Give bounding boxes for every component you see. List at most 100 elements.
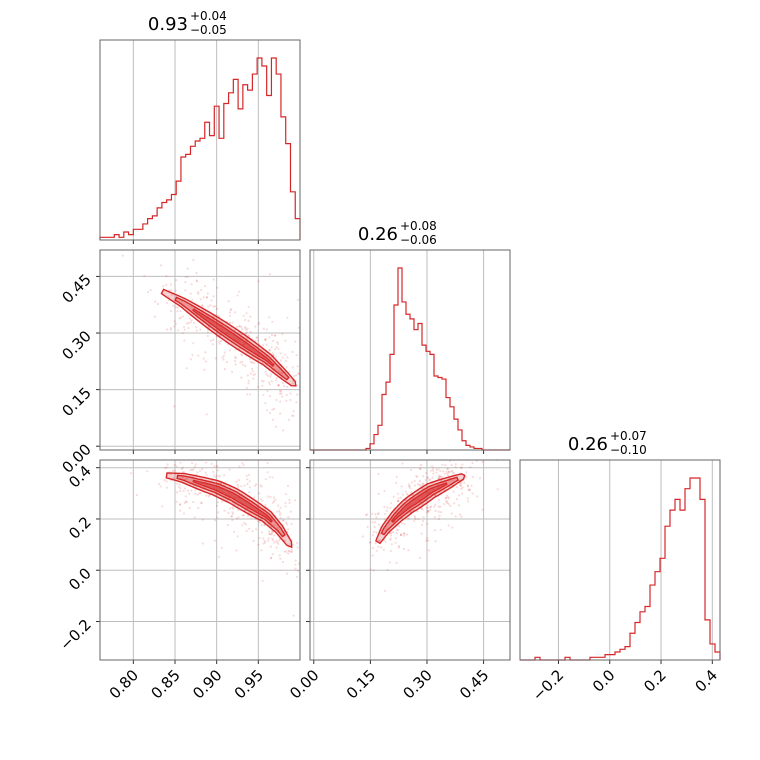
contour-middle [380, 476, 459, 536]
panel-1-1 [313, 250, 485, 454]
scatter-point [207, 305, 210, 308]
scatter-point [468, 488, 471, 491]
scatter-point [366, 525, 369, 529]
scatter-point [276, 342, 280, 345]
scatter-point [428, 479, 431, 482]
scatter-point [236, 483, 239, 486]
scatter-point [143, 274, 146, 277]
scatter-point [243, 521, 246, 525]
scatter-point [406, 517, 409, 520]
scatter-point [396, 492, 400, 495]
scatter-point [278, 511, 282, 514]
scatter-point [212, 295, 215, 298]
scatter-point [269, 545, 272, 548]
histogram-step-1 [310, 267, 510, 451]
scatter-point [175, 500, 178, 503]
scatter-point [383, 505, 386, 508]
scatter-point [275, 379, 278, 382]
scatter-point [214, 519, 217, 522]
scatter-panel-1 [130, 412, 300, 617]
scatter-point [159, 485, 162, 488]
scatter-point [186, 267, 189, 270]
scatter-point [280, 390, 283, 393]
panel-frame-2-2 [519, 459, 721, 661]
scatter-point [166, 328, 169, 331]
scatter-point [284, 539, 287, 542]
scatter-point [421, 482, 424, 486]
scatter-point [447, 524, 450, 527]
scatter-point [434, 451, 436, 453]
scatter-point [197, 354, 200, 357]
scatter-point [205, 427, 207, 429]
scatter-point [443, 503, 446, 506]
scatter-point [426, 511, 429, 514]
scatter-point [212, 470, 215, 473]
scatter-point [272, 496, 276, 499]
scatter-point [445, 470, 448, 473]
scatter-panel-2 [361, 451, 499, 593]
scatter-point [418, 480, 421, 483]
scatter-point [194, 452, 196, 454]
scatter-point [154, 300, 157, 303]
scatter-point [255, 336, 258, 339]
scatter-point [262, 393, 265, 396]
scatter-point [460, 515, 463, 518]
scatter-point [269, 373, 272, 376]
scatter-point [169, 327, 173, 330]
scatter-point [239, 361, 242, 364]
scatter-point [272, 539, 275, 542]
scatter-point [183, 501, 187, 504]
scatter-point [173, 463, 176, 467]
scatter-point [460, 467, 463, 470]
scatter-point [173, 320, 176, 323]
scatter-point [223, 447, 225, 449]
scatter-point [476, 495, 479, 498]
scatter-point [413, 484, 416, 487]
scatter-point [261, 579, 264, 582]
scatter-point [398, 525, 401, 528]
scatter-point [272, 339, 275, 343]
scatter-point [247, 379, 250, 382]
scatter-point [191, 468, 194, 471]
scatter-point [416, 475, 419, 478]
scatter-point [401, 522, 404, 525]
scatter-point [395, 475, 398, 478]
scatter-point [282, 429, 285, 432]
scatter-point [268, 349, 271, 352]
scatter-point [372, 530, 375, 534]
scatter-point [247, 514, 250, 517]
scatter-point [271, 320, 274, 323]
scatter-point [285, 451, 287, 453]
scatter-point [206, 334, 209, 338]
scatter-point [218, 340, 221, 343]
scatter-point [246, 327, 249, 330]
scatter-point [184, 412, 186, 414]
scatter-point [390, 531, 393, 535]
scatter-point [248, 393, 252, 396]
histogram-1 [310, 267, 510, 451]
scatter-point [210, 462, 213, 465]
contour-inner [390, 482, 448, 523]
scatter-point [460, 485, 463, 488]
param-title-1: 0.26 +0.08−0.06 [358, 219, 437, 247]
scatter-point [469, 466, 472, 469]
scatter-point [374, 521, 377, 524]
scatter-point [445, 494, 448, 497]
scatter-point [218, 555, 221, 558]
scatter-point [218, 334, 222, 337]
scatter-point [236, 325, 239, 329]
scatter-point [402, 493, 405, 496]
panel-frame-1-0 [99, 249, 301, 451]
scatter-point [441, 476, 444, 479]
scatter-point [285, 550, 288, 553]
scatter-point [281, 519, 284, 522]
scatter-point [159, 225, 161, 227]
scatter-point [229, 321, 232, 324]
scatter-point [255, 483, 258, 486]
scatter-point [215, 307, 218, 310]
scatter-point [444, 497, 447, 500]
scatter-point [255, 336, 258, 339]
title-plus-1: +0.08 [400, 219, 437, 233]
scatter-point [199, 328, 202, 331]
scatter-point [241, 462, 244, 465]
